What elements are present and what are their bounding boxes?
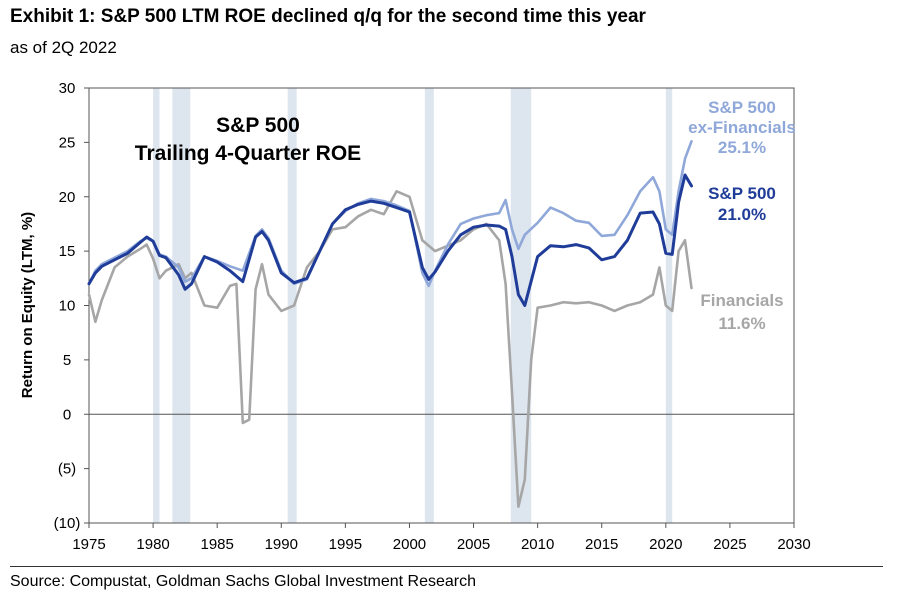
chart-subtitle: as of 2Q 2022 xyxy=(10,38,117,57)
y-tick-label: 0 xyxy=(63,406,71,423)
series-line-s-p-500 xyxy=(87,173,693,307)
recession-band xyxy=(665,88,673,523)
inset-title-line-2: Trailing 4-Quarter ROE xyxy=(135,142,361,165)
series-label-s-p-500: 21.0% xyxy=(718,205,766,224)
x-tick-label: 1995 xyxy=(329,536,362,553)
x-tick-label: 1975 xyxy=(72,536,105,553)
y-tick-label: (5) xyxy=(58,461,76,478)
series-lines xyxy=(87,140,693,508)
source-note: Source: Compustat, Goldman Sachs Global … xyxy=(10,573,476,590)
recession-band xyxy=(424,88,434,523)
y-tick-label: 25 xyxy=(59,134,76,151)
series-line-financials xyxy=(87,190,693,508)
x-tick-label: 1990 xyxy=(265,536,298,553)
series-label-s-p-500-ex-financials: ex-Financials xyxy=(688,118,796,137)
series-label-financials: Financials xyxy=(700,291,783,310)
chart-title: Exhibit 1: S&P 500 LTM ROE declined q/q … xyxy=(10,6,646,27)
x-axis: 1975 1980 1985 1990 1995 2000 2005 2010 2015 2020… xyxy=(72,523,811,553)
series-label-s-p-500-ex-financials: S&P 500 xyxy=(708,98,776,117)
x-tick-label: 2000 xyxy=(393,536,426,553)
series-label-financials: 11.6% xyxy=(718,314,765,333)
y-tick-label: 30 xyxy=(59,80,76,97)
y-tick-label: 10 xyxy=(59,298,76,315)
x-tick-label: 2005 xyxy=(457,536,490,553)
recession-band xyxy=(510,88,532,523)
series-line-s-p-500-ex-financials xyxy=(87,140,693,288)
x-tick-label: 1980 xyxy=(136,536,169,553)
x-tick-label: 2030 xyxy=(777,536,810,553)
x-tick-label: 2020 xyxy=(649,536,682,553)
series-label-s-p-500-ex-financials: 25.1% xyxy=(718,138,766,157)
inset-title-line-1: S&P 500 xyxy=(216,114,300,137)
x-tick-label: 2010 xyxy=(521,536,554,553)
y-axis-label: Return on Equity (LTM, %) xyxy=(19,212,36,398)
source-divider xyxy=(10,566,883,567)
y-tick-label: 5 xyxy=(63,352,71,369)
x-tick-label: 2015 xyxy=(585,536,618,553)
y-tick-label: 20 xyxy=(59,189,76,206)
y-axis: (10) (5) 0 5 10 15 20 25 30 xyxy=(54,80,89,532)
recession-band xyxy=(153,88,160,523)
x-tick-label: 1985 xyxy=(200,536,233,553)
y-tick-label: 15 xyxy=(59,243,76,260)
series-label-s-p-500: S&P 500 xyxy=(708,184,776,203)
y-tick-label: (10) xyxy=(54,515,81,532)
x-tick-label: 2025 xyxy=(713,536,746,553)
